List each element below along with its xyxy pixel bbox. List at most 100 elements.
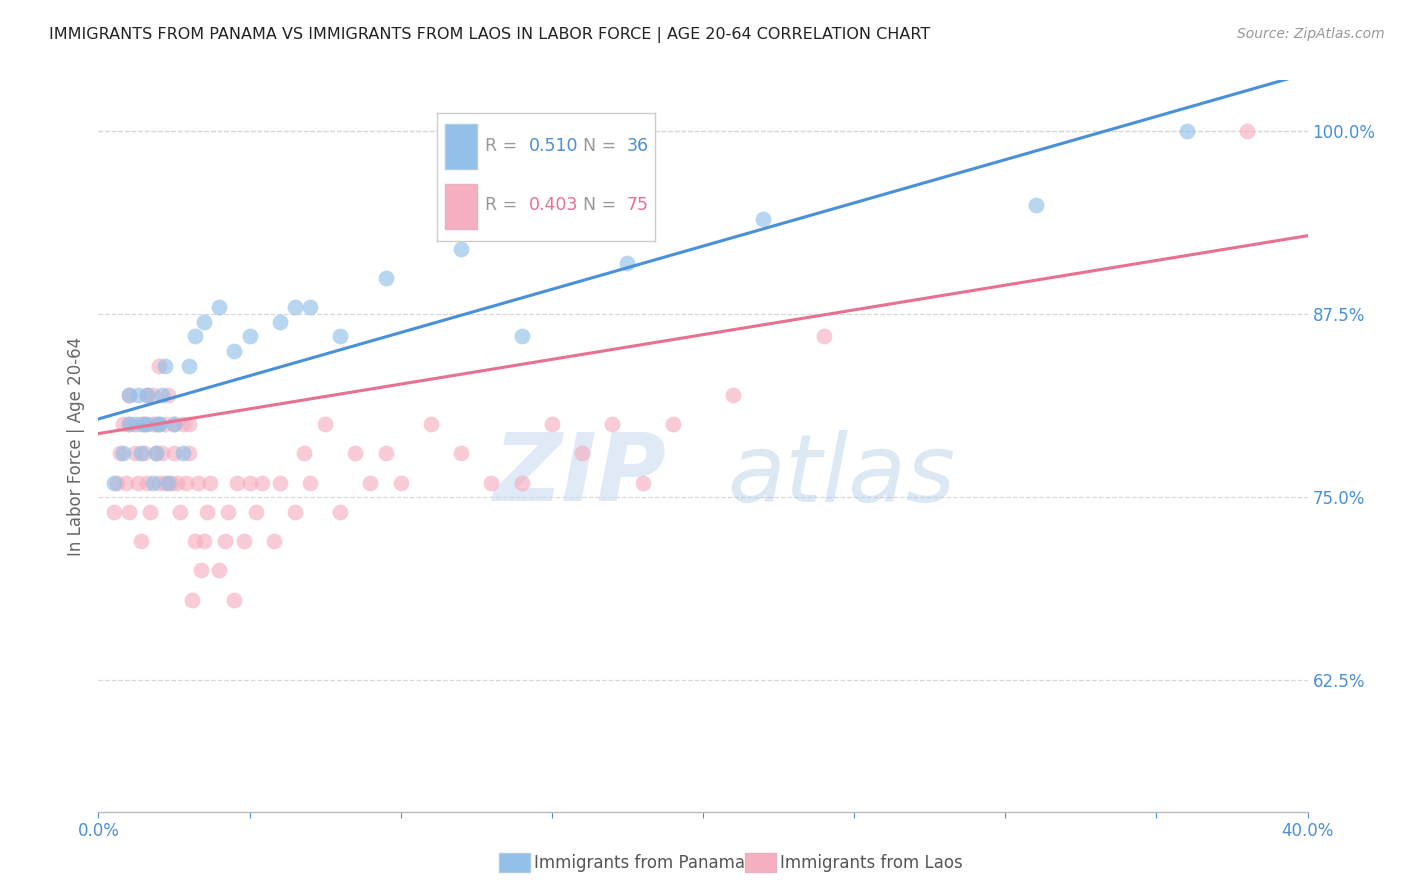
Point [127, 388, 149, 402]
Point [124, 417, 146, 431]
Point [661, 417, 683, 431]
Point [1236, 124, 1258, 138]
Text: N =: N = [583, 136, 621, 155]
Point [179, 446, 201, 460]
Point [103, 475, 125, 490]
Point [124, 446, 146, 460]
Text: Immigrants from Panama: Immigrants from Panama [534, 854, 745, 871]
Point [145, 417, 167, 431]
Point [224, 343, 246, 358]
Point [118, 388, 141, 402]
Point [142, 417, 165, 431]
Point [250, 475, 273, 490]
Point [156, 388, 179, 402]
Text: 0.403: 0.403 [529, 195, 578, 214]
Point [118, 417, 141, 431]
Point [208, 300, 231, 314]
Point [163, 417, 186, 431]
Point [103, 505, 125, 519]
Point [135, 475, 157, 490]
Point [269, 315, 291, 329]
Text: ZIP: ZIP [494, 429, 666, 521]
Point [108, 446, 131, 460]
Point [284, 300, 307, 314]
Point [752, 212, 775, 227]
Point [127, 475, 149, 490]
Point [166, 475, 188, 490]
Point [153, 475, 176, 490]
Text: IMMIGRANTS FROM PANAMA VS IMMIGRANTS FROM LAOS IN LABOR FORCE | AGE 20-64 CORREL: IMMIGRANTS FROM PANAMA VS IMMIGRANTS FRO… [49, 27, 931, 43]
Point [118, 417, 141, 431]
Point [374, 270, 396, 285]
Point [299, 300, 322, 314]
Point [269, 475, 291, 490]
Point [114, 475, 136, 490]
Text: atlas: atlas [727, 430, 956, 521]
Point [195, 505, 218, 519]
Point [129, 417, 152, 431]
Point [145, 446, 167, 460]
Point [150, 446, 173, 460]
Point [299, 475, 322, 490]
Point [723, 388, 745, 402]
Point [540, 417, 562, 431]
Point [450, 446, 472, 460]
Point [602, 417, 624, 431]
Point [153, 359, 176, 373]
Point [160, 475, 183, 490]
Point [148, 359, 170, 373]
Point [132, 417, 155, 431]
Point [111, 446, 134, 460]
Point [163, 446, 186, 460]
Point [239, 329, 262, 343]
Text: R =: R = [485, 136, 523, 155]
Point [232, 534, 254, 549]
Point [172, 417, 194, 431]
Point [139, 505, 162, 519]
FancyBboxPatch shape [444, 185, 477, 229]
Point [179, 359, 201, 373]
Text: 0.510: 0.510 [529, 136, 578, 155]
Point [245, 505, 267, 519]
Point [129, 446, 152, 460]
Point [187, 475, 209, 490]
Point [631, 475, 654, 490]
Point [420, 417, 443, 431]
Point [813, 329, 835, 343]
Point [111, 417, 134, 431]
Point [129, 534, 152, 549]
Text: 75: 75 [626, 195, 648, 214]
Text: Source: ZipAtlas.com: Source: ZipAtlas.com [1237, 27, 1385, 41]
Point [118, 505, 141, 519]
Point [1024, 197, 1046, 211]
Point [135, 388, 157, 402]
Point [1175, 124, 1198, 138]
Point [179, 417, 201, 431]
Point [193, 315, 215, 329]
Point [292, 446, 315, 460]
Text: R =: R = [485, 195, 523, 214]
Point [284, 505, 307, 519]
Point [184, 329, 207, 343]
Point [148, 417, 170, 431]
Point [217, 505, 239, 519]
Point [132, 417, 155, 431]
Point [142, 475, 165, 490]
Point [150, 388, 173, 402]
Point [163, 417, 186, 431]
Point [226, 475, 249, 490]
Point [200, 475, 222, 490]
Point [208, 563, 231, 577]
Point [571, 446, 593, 460]
Text: Immigrants from Laos: Immigrants from Laos [780, 854, 963, 871]
Point [450, 242, 472, 256]
Text: N =: N = [583, 195, 621, 214]
Point [510, 475, 533, 490]
Point [190, 563, 212, 577]
Point [193, 534, 215, 549]
Point [135, 417, 157, 431]
Point [214, 534, 236, 549]
Point [314, 417, 336, 431]
Point [329, 329, 352, 343]
Point [153, 417, 176, 431]
